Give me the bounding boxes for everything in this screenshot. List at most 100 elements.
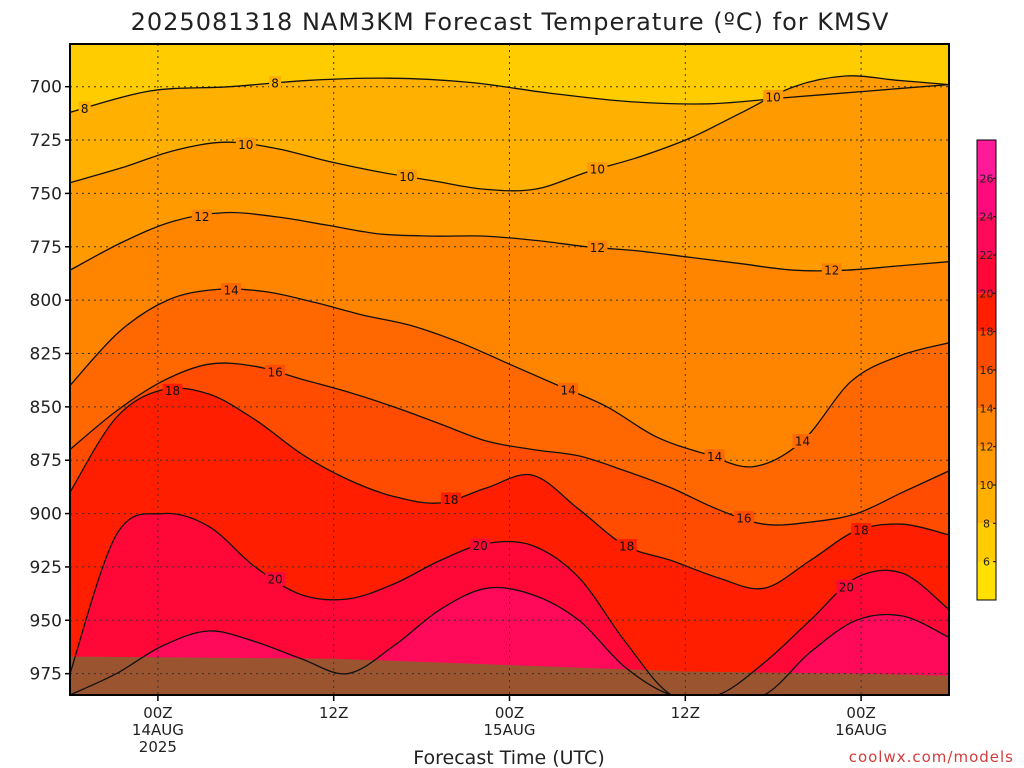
x-tick-label: 00Z — [143, 704, 172, 722]
isotherm-label: 14 — [795, 435, 810, 449]
isotherm-label: 12 — [590, 241, 605, 255]
isotherm-label-bg — [265, 571, 286, 586]
isotherm-label-bg — [396, 169, 417, 184]
isotherm-label-bg — [265, 364, 286, 379]
legend-tick-label: 24 — [980, 211, 994, 224]
isotherm-label-bg — [704, 449, 725, 464]
isotherm-label: 16 — [267, 365, 282, 379]
legend-swatch — [977, 561, 996, 600]
legend-swatch — [977, 331, 996, 370]
y-tick-label: 775 — [30, 238, 62, 258]
isotherm-label-bg — [587, 162, 608, 177]
legend-swatch — [977, 408, 996, 447]
isotherm-label-bg — [440, 492, 461, 507]
isotherm-labels: 8 8 10 10 10 10 12 12 12 14 14 14 14 16 16 18 18 18 18 20 20… — [78, 76, 872, 594]
x-tick-label: 00Z — [846, 704, 875, 722]
y-tick-label: 975 — [30, 665, 62, 685]
legend-tick-label: 12 — [980, 441, 994, 454]
isotherm-label: 12 — [194, 210, 209, 224]
legend-tick-label: 22 — [980, 249, 994, 262]
isotherm-22 — [70, 586, 949, 695]
isotherm-8 — [70, 77, 949, 113]
isotherm-label: 18 — [443, 493, 458, 507]
isotherm-label: 18 — [165, 384, 180, 398]
isotherm-label: 10 — [238, 138, 253, 152]
isotherm-label-bg — [470, 538, 491, 553]
y-axis-ticks: 700 725 750 775 800 825 850 875 900 925 950 975 — [30, 78, 70, 685]
isotherm-20 — [70, 512, 949, 695]
x-tick-label: 15AUG — [484, 721, 536, 739]
grid-lines — [70, 44, 949, 695]
y-tick-label: 900 — [30, 505, 62, 525]
legend-swatch — [977, 255, 996, 294]
chart-title: 2025081318 NAM3KM Forecast Temperature (… — [131, 8, 890, 36]
isotherm-label: 12 — [824, 264, 839, 278]
isotherm-label-bg — [587, 240, 608, 255]
isotherm-label-bg — [162, 383, 183, 398]
isotherm-label-bg — [616, 539, 637, 554]
y-tick-label: 700 — [30, 78, 62, 98]
y-tick-label: 950 — [30, 611, 62, 631]
isotherm-label: 14 — [560, 383, 575, 397]
legend-tick-label: 6 — [983, 556, 990, 569]
legend-tick-label: 8 — [983, 517, 990, 530]
isotherm-contours — [70, 75, 949, 695]
isotherm-label: 20 — [267, 572, 282, 586]
legend-tick-label: 18 — [980, 326, 994, 339]
y-tick-label: 825 — [30, 344, 62, 364]
isotherm-label: 20 — [473, 539, 488, 553]
isotherm-18 — [70, 387, 949, 590]
legend-swatch — [977, 140, 996, 179]
isotherm-10 — [70, 75, 949, 192]
legend-swatch — [977, 370, 996, 409]
isotherm-label-bg — [558, 382, 579, 397]
legend-tick-label: 14 — [980, 402, 994, 415]
x-tick-label: 14AUG — [132, 721, 184, 739]
isotherm-label: 18 — [853, 524, 868, 538]
legend-swatch — [977, 446, 996, 485]
isotherm-label-bg — [733, 510, 754, 525]
isotherm-label: 10 — [590, 163, 605, 177]
isotherm-label-bg — [191, 209, 212, 224]
isotherm-16 — [70, 362, 949, 526]
temperature-fill-bands — [70, 44, 949, 695]
isotherm-label-bg — [763, 89, 784, 104]
isotherm-label-bg — [235, 137, 256, 152]
isotherm-label-bg — [851, 523, 872, 538]
legend-tick-label: 10 — [980, 479, 994, 492]
legend-swatch — [977, 485, 996, 524]
isotherm-label: 20 — [839, 580, 854, 594]
isotherm-label: 10 — [399, 170, 414, 184]
legend-tick-label: 16 — [980, 364, 994, 377]
y-tick-label: 925 — [30, 558, 62, 578]
legend-swatch — [977, 293, 996, 332]
legend-swatch — [977, 216, 996, 255]
isotherm-label-bg — [269, 76, 282, 91]
credit-text: coolwx.com/models — [849, 748, 1014, 766]
isotherm-label-bg — [836, 579, 857, 594]
x-tick-label: 2025 — [139, 738, 177, 756]
isotherm-label: 14 — [224, 284, 239, 298]
color-legend: 6 8 10 12 14 16 18 20 22 24 26 — [976, 139, 997, 601]
y-tick-label: 750 — [30, 184, 62, 204]
y-tick-label: 875 — [30, 451, 62, 471]
y-tick-label: 725 — [30, 131, 62, 151]
isotherm-label-bg — [821, 263, 842, 278]
legend-tick-label: 20 — [980, 287, 994, 300]
y-tick-label: 800 — [30, 291, 62, 311]
x-tick-label: 00Z — [495, 704, 524, 722]
x-axis-label: Forecast Time (UTC) — [413, 747, 604, 768]
isotherm-12 — [70, 211, 949, 272]
isotherm-label-bg — [78, 101, 91, 116]
isotherm-label: 14 — [707, 450, 722, 464]
isotherm-label: 10 — [766, 90, 781, 104]
isotherm-label: 16 — [736, 511, 751, 525]
legend-swatch — [977, 523, 996, 562]
isotherm-label: 18 — [619, 540, 634, 554]
x-tick-label: 12Z — [319, 704, 348, 722]
y-tick-label: 850 — [30, 398, 62, 418]
x-tick-label: 12Z — [671, 704, 700, 722]
isotherm-label: 8 — [271, 77, 279, 91]
